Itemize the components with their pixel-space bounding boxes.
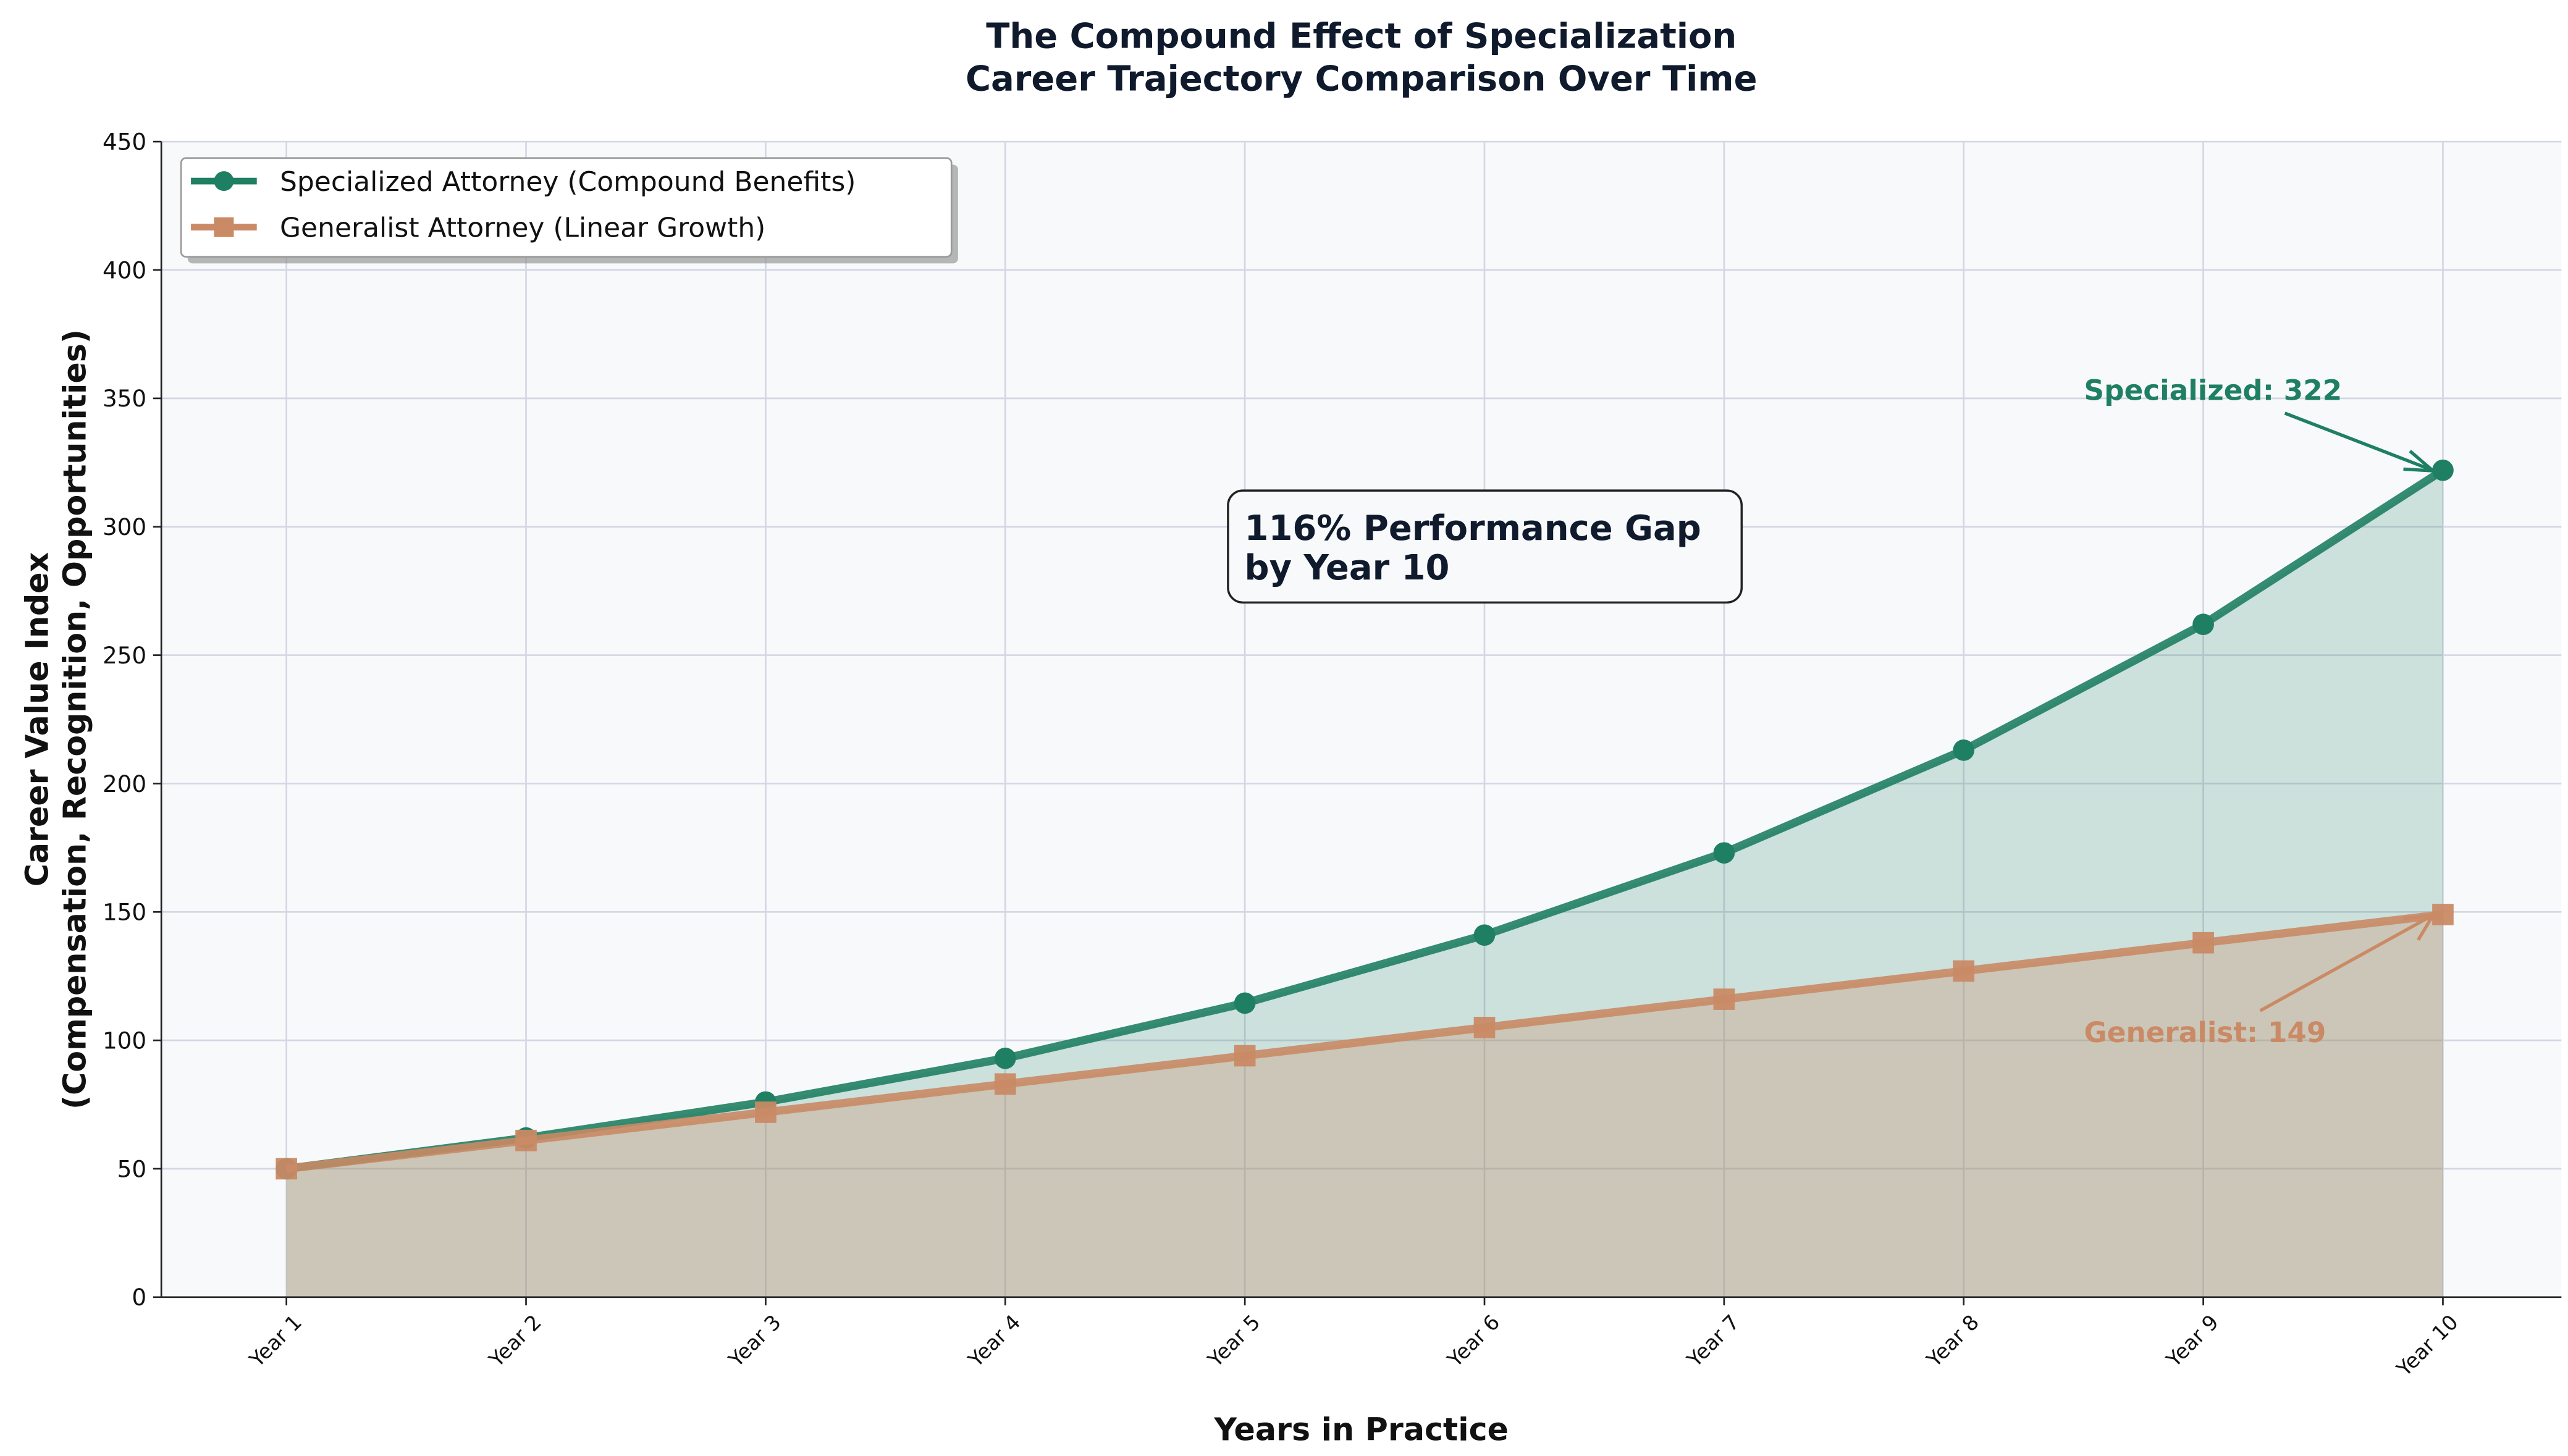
- data-point-generalist: [1473, 1017, 1496, 1038]
- x-axis-label: Years in Practice: [1214, 1412, 1509, 1448]
- data-point-generalist: [1234, 1045, 1256, 1067]
- y-tick-label: 0: [132, 1284, 146, 1311]
- y-tick-label: 150: [103, 899, 146, 926]
- area-fill-specialized: [286, 470, 2443, 1297]
- generalist-annotation: Generalist: 149: [2084, 913, 2436, 1049]
- x-tick-label: Year 8: [1921, 1310, 1984, 1373]
- data-point-generalist: [515, 1129, 537, 1151]
- data-point-generalist: [2192, 932, 2214, 954]
- x-tick-label: Year 1: [244, 1310, 306, 1373]
- legend-square-marker-icon: [214, 217, 234, 237]
- series-lines: [276, 459, 2454, 1180]
- performance-gap-box: 116% Performance Gap by Year 10: [1227, 489, 1743, 604]
- x-tick-label: Year 2: [484, 1310, 546, 1373]
- x-tick-label: Year 6: [1442, 1310, 1505, 1373]
- area-fill-generalist: [286, 914, 2443, 1297]
- data-point-generalist: [994, 1073, 1016, 1095]
- x-tick-label: Year 4: [963, 1310, 1025, 1373]
- data-point-generalist: [1953, 960, 1975, 982]
- chart-subtitle: Career Trajectory Comparison Over Time: [966, 59, 1758, 99]
- legend-circle-marker-icon: [214, 171, 234, 191]
- series-line-generalist: [285, 910, 2444, 1173]
- y-tick-label: 350: [103, 385, 146, 412]
- specialized-label: Specialized: 322: [2084, 374, 2343, 407]
- y-tick-label: 250: [103, 642, 146, 669]
- specialized-arrowhead: [2403, 450, 2438, 473]
- area-fills: [286, 470, 2443, 1297]
- specialized-annotation: Specialized: 322: [2084, 374, 2438, 473]
- x-tick-label: Year 10: [2391, 1310, 2463, 1382]
- gap-box-line1: 116% Performance Gap: [1245, 508, 1701, 549]
- y-tick-label: 50: [117, 1155, 146, 1182]
- y-axis-label-line1: Career Value Index: [19, 552, 55, 887]
- y-tick-label: 100: [103, 1027, 146, 1054]
- x-tick-label: Year 7: [1682, 1310, 1745, 1373]
- legend-item-specialized: Specialized Attorney (Compound Benefits): [191, 166, 856, 198]
- chart-title: The Compound Effect of Specialization: [986, 16, 1737, 56]
- gap-box-line2: by Year 10: [1245, 548, 1450, 588]
- x-tick-label: Year 3: [723, 1310, 786, 1373]
- plot-background: [161, 141, 2562, 1297]
- data-point-specialized: [1473, 924, 1496, 946]
- y-tick-label: 400: [103, 256, 146, 284]
- data-point-specialized: [994, 1047, 1016, 1069]
- y-axis-label-line2: (Compensation, Recognition, Opportunitie…: [57, 329, 93, 1109]
- legend-label-specialized: Specialized Attorney (Compound Benefits): [280, 166, 856, 198]
- x-tick-label: Year 5: [1203, 1310, 1265, 1373]
- grid: [161, 140, 2562, 1298]
- y-tick-label: 450: [103, 128, 146, 156]
- series-line-specialized: [285, 466, 2446, 1173]
- specialized-arrow: [2284, 411, 2431, 471]
- legend-item-generalist: Generalist Attorney (Linear Growth): [191, 213, 765, 244]
- generalist-arrowhead: [2403, 913, 2436, 941]
- y-tick-label: 200: [103, 770, 146, 797]
- axes: [160, 141, 2562, 1298]
- generalist-arrow: [2259, 915, 2431, 1012]
- x-tick-label: Year 9: [2161, 1310, 2223, 1373]
- data-point-specialized: [2192, 613, 2214, 636]
- legend-label-generalist: Generalist Attorney (Linear Growth): [280, 213, 765, 244]
- data-point-generalist: [755, 1101, 777, 1123]
- legend: Specialized Attorney (Compound Benefits)…: [180, 157, 958, 264]
- data-point-specialized: [1234, 992, 1256, 1014]
- data-point-generalist: [2432, 904, 2454, 925]
- data-point-specialized: [1713, 842, 1735, 864]
- generalist-label: Generalist: 149: [2084, 1016, 2326, 1049]
- data-point-specialized: [2432, 459, 2454, 481]
- data-point-generalist: [276, 1158, 297, 1180]
- data-point-specialized: [1953, 739, 1975, 761]
- y-tick-label: 300: [103, 513, 146, 541]
- data-point-generalist: [1713, 988, 1735, 1010]
